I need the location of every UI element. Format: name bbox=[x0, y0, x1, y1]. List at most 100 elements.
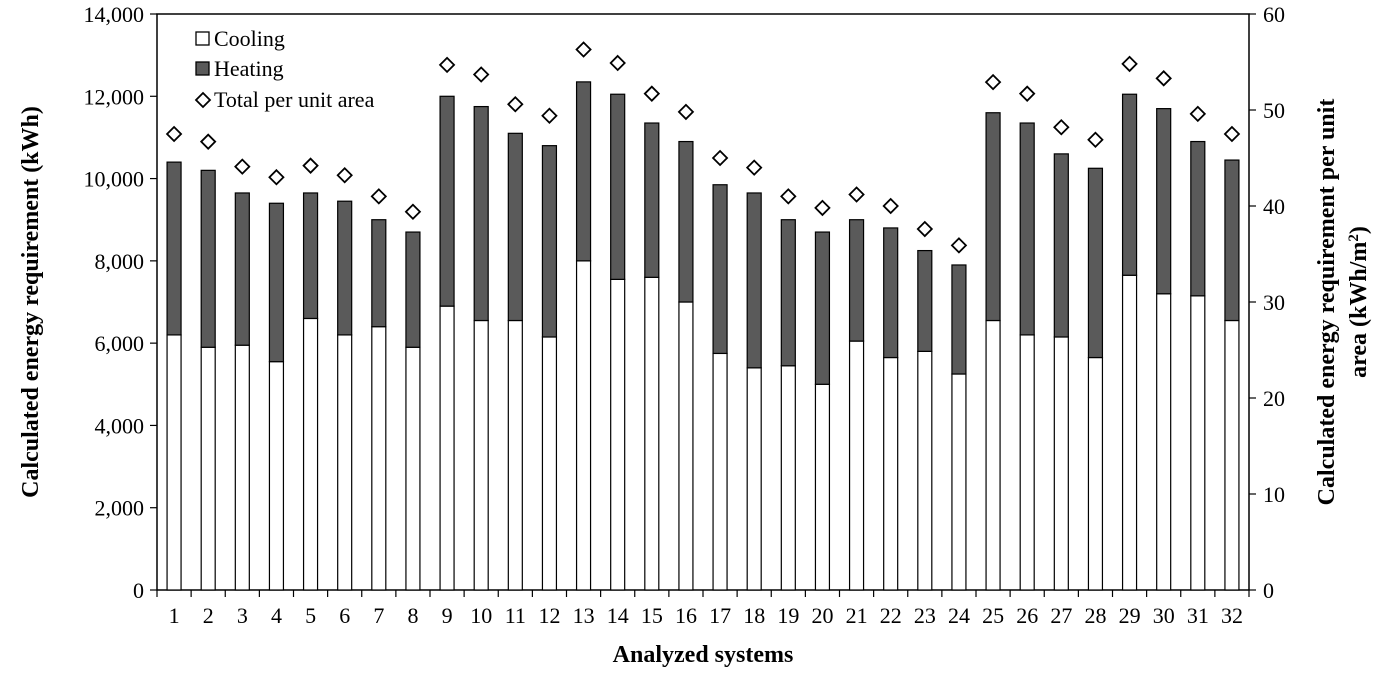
bar-heating-10 bbox=[473, 105, 489, 322]
bar-heating-23 bbox=[917, 249, 933, 352]
bar-cooling-29 bbox=[1121, 274, 1138, 591]
marker-total-19 bbox=[780, 188, 797, 205]
x-tick-label-20: 20 bbox=[811, 603, 833, 628]
bars-group bbox=[166, 81, 1240, 591]
legend-marker-total bbox=[194, 91, 212, 109]
y2-axis-title-line2: area (kWh/m2) bbox=[1346, 226, 1372, 378]
bar-heating-16 bbox=[678, 140, 694, 303]
bar-heating-3 bbox=[234, 192, 250, 346]
bar-cooling-1 bbox=[166, 334, 182, 591]
bar-cooling-26 bbox=[1019, 334, 1035, 591]
x-tick-label-7: 7 bbox=[373, 603, 384, 628]
legend-swatch-heating bbox=[195, 61, 210, 76]
x-tick-label-23: 23 bbox=[914, 603, 936, 628]
marker-total-32 bbox=[1223, 125, 1241, 143]
x-tick-label-24: 24 bbox=[948, 603, 970, 628]
y2-title-sup: 2 bbox=[1346, 234, 1362, 242]
marker-total-12 bbox=[541, 107, 558, 125]
left-axis: 0 2,000 4,000 6,000 8,000 10,000 12,000 14,000 bbox=[84, 2, 157, 603]
bar-heating-27 bbox=[1053, 153, 1069, 338]
marker-total-4 bbox=[268, 168, 285, 186]
marker-total-14 bbox=[609, 54, 626, 72]
bar-cooling-11 bbox=[507, 319, 523, 591]
legend-swatch-cooling bbox=[195, 31, 210, 46]
bar-cooling-5 bbox=[302, 317, 319, 591]
bar-heating-12 bbox=[541, 145, 558, 338]
bar-cooling-18 bbox=[746, 367, 762, 591]
bar-cooling-19 bbox=[780, 365, 796, 591]
x-tick-label-21: 21 bbox=[846, 603, 868, 628]
marker-total-17 bbox=[711, 149, 729, 167]
x-axis: 1 2 3 4 5 6 7 8 9 10 11 12 13 14 15 16 17 18 19 20 21 22 23 24 2… bbox=[156, 590, 1250, 628]
bar-cooling-13 bbox=[575, 260, 592, 591]
marker-total-29 bbox=[1121, 55, 1138, 73]
bar-heating-21 bbox=[848, 219, 865, 342]
bar-cooling-12 bbox=[541, 336, 558, 591]
y2-tick-label-0: 0 bbox=[1263, 578, 1274, 603]
bar-heating-13 bbox=[575, 81, 592, 262]
bar-heating-28 bbox=[1087, 167, 1104, 359]
bar-heating-9 bbox=[439, 95, 455, 307]
bar-heating-6 bbox=[337, 200, 353, 336]
bar-heating-1 bbox=[166, 161, 182, 336]
bar-cooling-23 bbox=[917, 350, 933, 591]
x-tick-label-10: 10 bbox=[470, 603, 492, 628]
x-tick-label-15: 15 bbox=[641, 603, 663, 628]
bar-cooling-24 bbox=[951, 373, 967, 591]
bar-cooling-25 bbox=[985, 319, 1001, 591]
bar-heating-8 bbox=[405, 231, 421, 348]
y2-axis-title-line1: Calculated energy requirement per unit bbox=[1314, 99, 1340, 506]
y2-tick-label-3: 30 bbox=[1263, 290, 1285, 315]
x-tick-label-1: 1 bbox=[169, 603, 180, 628]
bar-cooling-28 bbox=[1087, 356, 1104, 591]
right-axis: 0 10 20 30 40 50 60 bbox=[1249, 2, 1285, 603]
bar-heating-29 bbox=[1121, 93, 1138, 276]
x-tick-label-18: 18 bbox=[743, 603, 765, 628]
bar-cooling-32 bbox=[1224, 319, 1240, 591]
x-tick-label-22: 22 bbox=[880, 603, 902, 628]
y2-title-text: area (kWh/m bbox=[1346, 242, 1372, 378]
bar-heating-32 bbox=[1224, 159, 1240, 322]
marker-total-16 bbox=[677, 103, 695, 121]
bar-cooling-4 bbox=[268, 361, 285, 591]
marker-total-25 bbox=[984, 73, 1002, 91]
marker-total-2 bbox=[199, 133, 217, 150]
x-tick-label-29: 29 bbox=[1119, 603, 1141, 628]
x-tick-label-17: 17 bbox=[709, 603, 731, 628]
bar-cooling-2 bbox=[200, 346, 216, 591]
y2-tick-label-6: 60 bbox=[1263, 2, 1285, 27]
marker-total-20 bbox=[814, 199, 831, 217]
y-axis-title: Calculated energy requirement (kWh) bbox=[18, 106, 44, 498]
marker-total-18 bbox=[745, 159, 763, 176]
y-tick-label-2: 4,000 bbox=[95, 413, 145, 438]
x-tick-label-8: 8 bbox=[407, 603, 418, 628]
x-tick-label-32: 32 bbox=[1221, 603, 1243, 628]
bar-cooling-22 bbox=[883, 356, 899, 591]
x-tick-label-25: 25 bbox=[982, 603, 1004, 628]
x-tick-label-19: 19 bbox=[777, 603, 799, 628]
x-tick-label-9: 9 bbox=[442, 603, 453, 628]
bar-cooling-3 bbox=[234, 344, 250, 591]
marker-total-15 bbox=[643, 85, 661, 102]
y-tick-label-4: 8,000 bbox=[95, 249, 145, 274]
x-tick-label-13: 13 bbox=[573, 603, 595, 628]
bar-heating-4 bbox=[268, 202, 285, 363]
bar-cooling-30 bbox=[1156, 293, 1172, 591]
bar-cooling-10 bbox=[473, 319, 489, 591]
y-tick-label-3: 6,000 bbox=[95, 331, 145, 356]
bar-heating-18 bbox=[746, 192, 762, 369]
bar-heating-15 bbox=[644, 122, 660, 278]
bar-cooling-27 bbox=[1053, 336, 1069, 591]
bar-heating-2 bbox=[200, 169, 216, 348]
bar-heating-14 bbox=[610, 93, 626, 280]
marker-total-7 bbox=[370, 188, 388, 205]
markers-group bbox=[165, 41, 1241, 254]
x-tick-label-11: 11 bbox=[505, 603, 526, 628]
bar-cooling-17 bbox=[712, 352, 728, 591]
bar-heating-5 bbox=[302, 192, 319, 320]
x-tick-label-27: 27 bbox=[1050, 603, 1072, 628]
marker-total-22 bbox=[882, 197, 899, 215]
y-tick-label-6: 12,000 bbox=[84, 84, 145, 109]
bar-heating-17 bbox=[712, 184, 728, 355]
